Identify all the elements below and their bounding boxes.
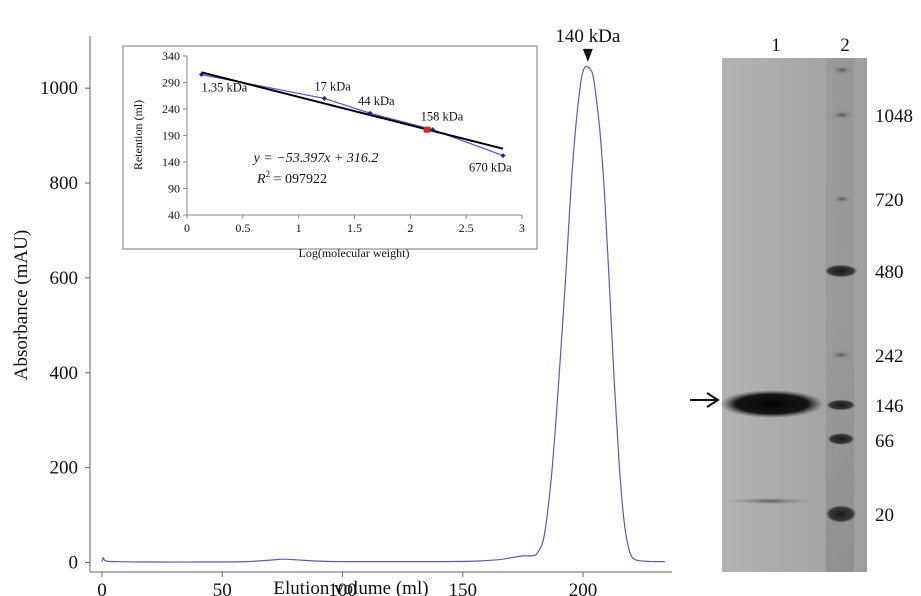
peak-marker-triangle <box>582 48 593 62</box>
inset-y-tick-label: 240 <box>162 102 180 116</box>
main-y-tick-label: 200 <box>50 458 79 479</box>
inset-y-tick-label: 190 <box>162 129 180 143</box>
main-x-ticks: 0 50 100 150 200 <box>97 572 597 596</box>
gel-band-marker-20 <box>825 505 857 523</box>
inset-r2-label: R <box>256 172 266 187</box>
inset-frame <box>122 45 538 250</box>
inset-y-ticks: 40 90 140 190 240 290 340 <box>162 49 187 222</box>
inset-point <box>500 153 506 159</box>
gel-lane-2-label: 2 <box>840 35 850 56</box>
gel-arrow <box>690 392 720 408</box>
gel-arrow-head <box>706 392 720 408</box>
inset-point <box>430 127 436 133</box>
inset-y-tick-label: 140 <box>162 155 180 169</box>
main-y-ticks: 0 200 400 600 800 1000 <box>40 78 90 574</box>
inset-y-tick-label: 340 <box>162 49 180 63</box>
main-x-axis-title: Elution volume (ml) <box>273 578 428 596</box>
main-y-tick-label: 0 <box>69 553 79 574</box>
inset-x-tick-label: 3 <box>519 221 525 235</box>
gel-marker-labels: 1048 720 480 242 146 66 20 <box>875 106 913 526</box>
inset-y-tick-label: 90 <box>168 182 180 196</box>
peak-annotation: 140 kDa <box>555 26 621 62</box>
inset-r2-value: = 097922 <box>270 172 327 187</box>
inset-point-labels: 1.35 kDa 17 kDa 44 kDa 158 kDa 670 kDa <box>202 79 513 174</box>
inset-x-ticks: 0 0.5 1 1.5 2 2.5 3 <box>184 215 525 235</box>
inset-point-label: 17 kDa <box>314 79 351 93</box>
inset-point-label: 1.35 kDa <box>202 81 248 95</box>
inset-x-tick-label: 0 <box>184 221 190 235</box>
gel-band-marker-66 <box>827 433 855 445</box>
gel-band-marker-top <box>830 65 854 75</box>
inset-point-label: 670 kDa <box>469 161 512 175</box>
inset-sample-point <box>423 126 431 133</box>
inset-x-axis-title: Log(molecular weight) <box>299 246 410 260</box>
inset-x-tick-label: 1 <box>296 221 302 235</box>
main-x-tick-label: 50 <box>213 580 232 596</box>
main-y-tick-label: 800 <box>50 173 79 194</box>
inset-point-label: 44 kDa <box>358 94 395 108</box>
main-y-axis-title: Absorbance (mAU) <box>11 230 32 380</box>
inset-y-tick-label: 290 <box>162 76 180 90</box>
chromatogram-trace <box>101 65 665 563</box>
gel-band-marker-1048 <box>830 110 854 120</box>
main-y-tick-label: 1000 <box>40 78 78 99</box>
gel-marker-label: 20 <box>875 505 894 526</box>
main-y-tick-label: 600 <box>50 268 79 289</box>
main-x-tick-label: 100 <box>328 580 357 596</box>
inset-r2: R2 = 097922 <box>256 169 327 187</box>
main-x-tick-label: 200 <box>569 580 598 596</box>
gel-image: 1 2 1048 720 480 242 146 66 20 <box>690 35 913 572</box>
inset-chart: 40 90 140 190 240 290 340 0 0.5 1 1.5 2 2.5 3 1.35 k… <box>122 45 538 260</box>
inset-y-axis-title: Retention (ml) <box>131 100 145 170</box>
inset-point <box>321 95 327 101</box>
inset-equation: y = −53.397x + 316.2 <box>252 151 379 166</box>
inset-fit-line <box>201 71 504 150</box>
inset-point <box>199 72 205 78</box>
inset-x-tick-label: 0.5 <box>235 221 250 235</box>
gel-marker-label: 1048 <box>875 106 913 127</box>
main-y-tick-label: 400 <box>50 363 79 384</box>
gel-marker-label: 480 <box>875 262 904 283</box>
gel-band-marker-146 <box>826 399 856 411</box>
gel-marker-label: 146 <box>875 396 904 417</box>
gel-band-marker-242 <box>829 350 853 360</box>
inset-point <box>367 110 373 116</box>
gel-band-lane1-main <box>720 390 824 418</box>
inset-x-tick-label: 2.5 <box>459 221 474 235</box>
inset-x-tick-label: 1.5 <box>347 221 362 235</box>
gel-lane-2-smear <box>826 58 854 572</box>
inset-points <box>199 72 506 159</box>
gel-lane-1-label: 1 <box>771 35 781 56</box>
inset-r2-superscript: 2 <box>266 169 271 179</box>
gel-band-marker-480 <box>824 264 858 278</box>
inset-x-tick-label: 2 <box>407 221 413 235</box>
gel-marker-label: 242 <box>875 346 904 367</box>
inset-y-tick-label: 40 <box>168 208 180 222</box>
gel-band-lane1-faint <box>724 497 816 505</box>
gel-marker-label: 66 <box>875 431 894 452</box>
main-x-tick-label: 0 <box>97 580 107 596</box>
peak-label: 140 kDa <box>555 26 620 47</box>
gel-band-marker-720 <box>832 195 852 203</box>
main-x-tick-label: 150 <box>449 580 478 596</box>
inset-point-label: 158 kDa <box>421 110 464 124</box>
main-axes <box>89 36 672 573</box>
gel-marker-label: 720 <box>875 190 904 211</box>
